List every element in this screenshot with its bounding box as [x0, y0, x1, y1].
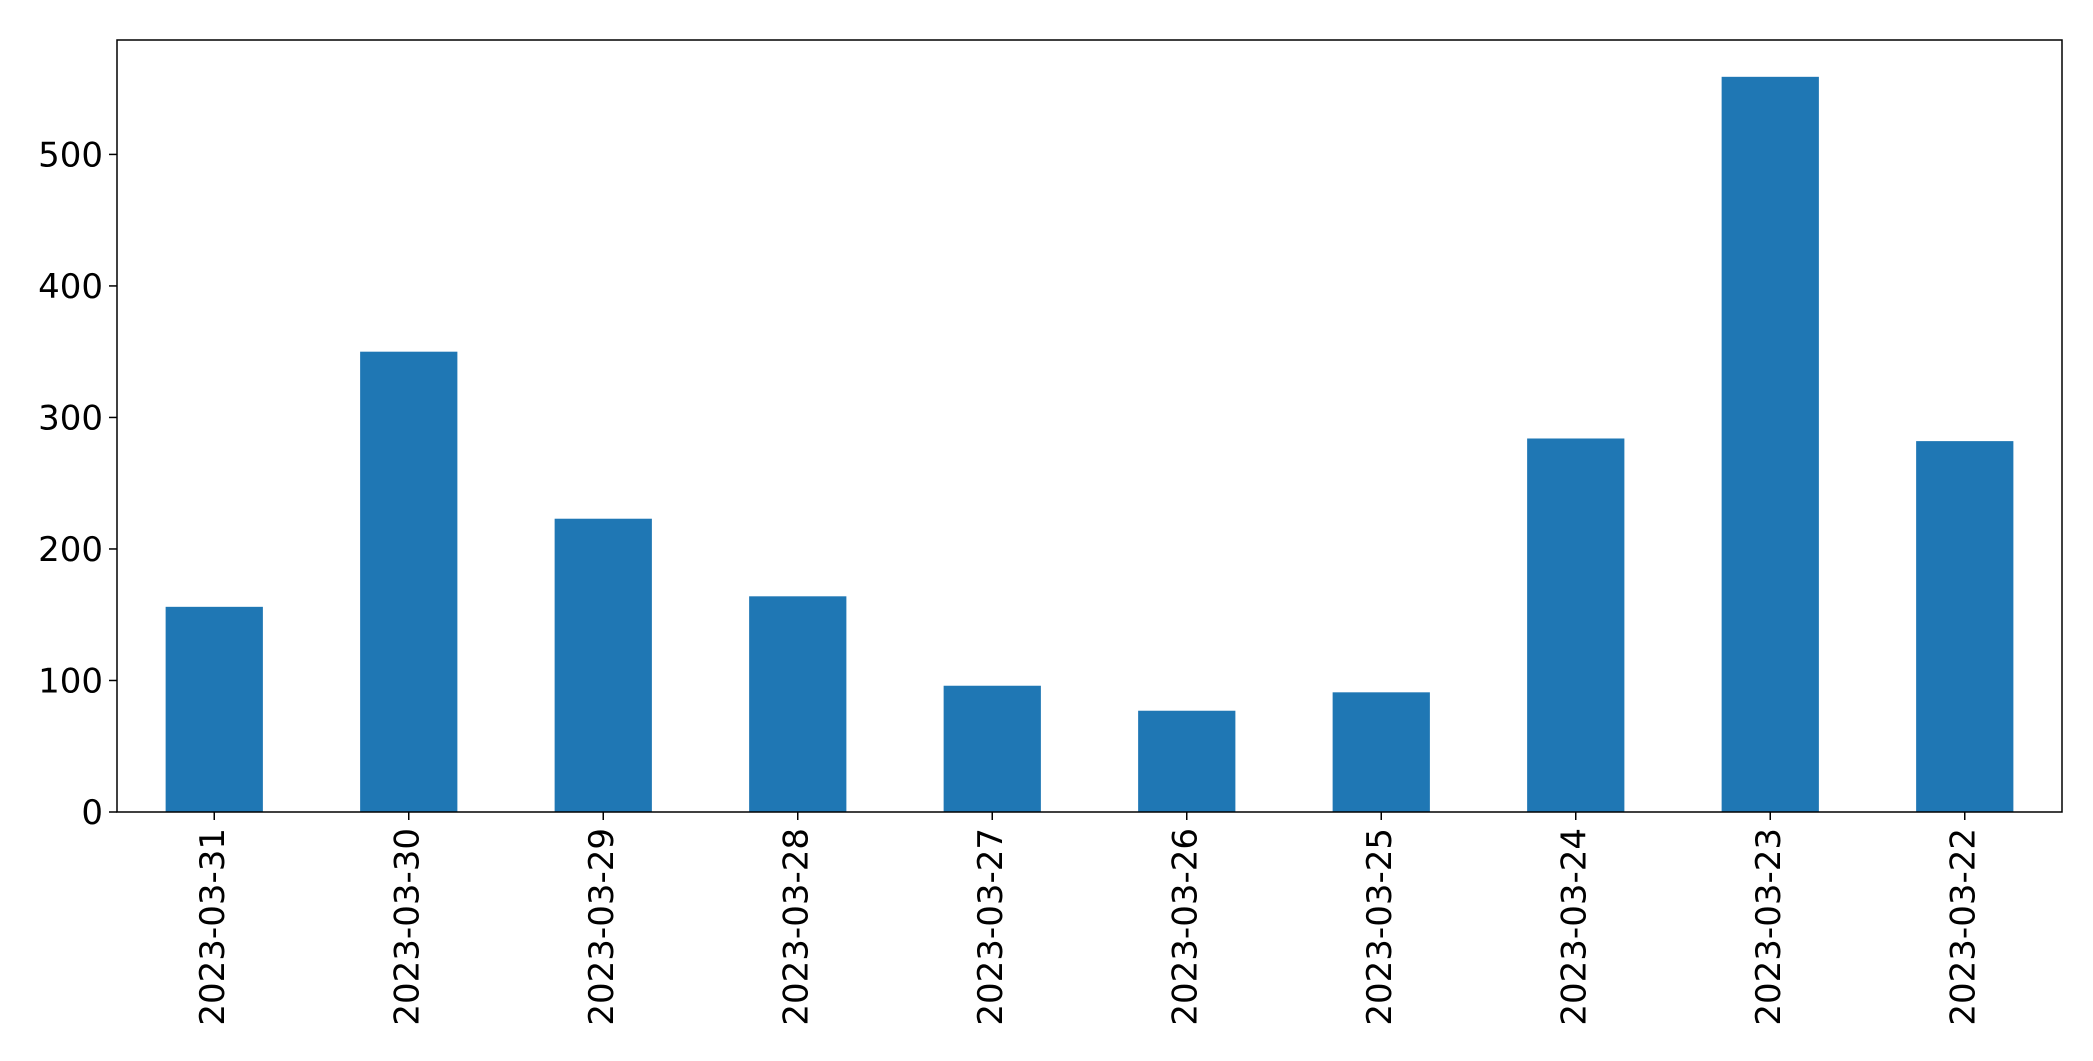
x-tick-label: 2023-03-28 — [776, 828, 816, 1026]
x-tick-label: 2023-03-30 — [387, 828, 427, 1026]
x-tick-label: 2023-03-24 — [1554, 828, 1594, 1026]
bars-layer — [165, 76, 2014, 812]
plot-frame — [116, 39, 2063, 813]
y-tick-label: 0 — [81, 793, 103, 833]
bar-2023-03-24 — [1527, 438, 1625, 812]
x-tick-label: 2023-03-29 — [582, 828, 622, 1026]
bar-2023-03-22 — [1916, 441, 2014, 812]
bar-2023-03-25 — [1332, 692, 1430, 812]
x-tick-label: 2023-03-22 — [1943, 828, 1983, 1026]
x-tick-label: 2023-03-31 — [193, 828, 233, 1026]
y-axis: 0 100 200 300 400 500 — [38, 135, 117, 833]
y-tick-label: 400 — [38, 267, 103, 307]
bar-2023-03-27 — [943, 685, 1041, 812]
bar-2023-03-26 — [1138, 710, 1236, 812]
y-tick-label: 200 — [38, 530, 103, 570]
bar-2023-03-23 — [1721, 76, 1819, 812]
x-tick-label: 2023-03-23 — [1749, 828, 1789, 1026]
bar-2023-03-30 — [360, 351, 458, 812]
bar-2023-03-28 — [749, 596, 847, 812]
x-axis: 2023-03-31 2023-03-30 2023-03-29 2023-03-28… — [193, 812, 1983, 1026]
y-tick-label: 100 — [38, 661, 103, 701]
bar-2023-03-29 — [554, 518, 652, 812]
x-tick-label: 2023-03-27 — [971, 828, 1011, 1026]
bar-2023-03-31 — [165, 606, 263, 812]
x-tick-label: 2023-03-25 — [1360, 828, 1400, 1026]
y-tick-label: 300 — [38, 398, 103, 438]
x-tick-label: 2023-03-26 — [1165, 828, 1205, 1026]
y-tick-label: 500 — [38, 135, 103, 175]
